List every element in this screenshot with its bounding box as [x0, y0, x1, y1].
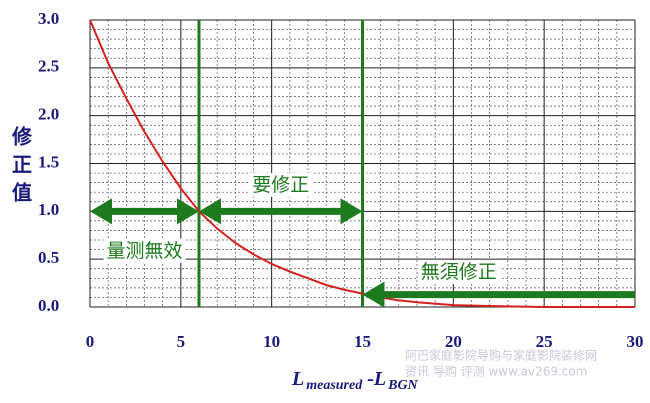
annotation: 要修正 — [252, 174, 309, 196]
arrow-head — [362, 281, 385, 308]
watermark: 资讯 导购 评测 www.av269.com — [405, 364, 587, 379]
x-tick-label: 20 — [445, 332, 462, 351]
y-axis-label: 正 — [12, 153, 32, 177]
x-tick-label: 5 — [177, 332, 186, 351]
y-tick-label: 3.0 — [38, 9, 59, 28]
annotation: 量测無效 — [106, 240, 182, 262]
annotation-bg — [103, 238, 186, 263]
x-tick-label: 30 — [627, 332, 644, 351]
x-tick-label: 10 — [263, 332, 280, 351]
x-tick-label: 15 — [354, 332, 371, 351]
y-tick-label: 0.0 — [38, 296, 59, 315]
y-tick-label: 1.0 — [38, 200, 59, 219]
x-axis-label-part: -L — [362, 368, 386, 390]
annotation: 無須修正 — [421, 261, 497, 283]
y-tick-label: 1.5 — [38, 152, 59, 171]
x-axis-label-part: BGN — [387, 378, 418, 393]
y-tick-label: 2.0 — [38, 105, 59, 124]
y-tick-label: 0.5 — [38, 248, 59, 267]
arrow-head — [199, 198, 221, 225]
y-axis-label: 值 — [12, 181, 32, 205]
arrow-head — [90, 198, 112, 225]
arrow-head — [177, 198, 199, 225]
annotation-bg — [417, 260, 500, 285]
x-axis-label-part: L — [291, 368, 304, 390]
arrow-head — [340, 198, 363, 225]
y-tick-label: 2.5 — [38, 57, 59, 76]
annotation-bg — [249, 172, 313, 197]
x-axis-label-part: measured — [306, 378, 363, 393]
x-tick-label: 0 — [86, 332, 95, 351]
y-axis-label: 修 — [11, 125, 33, 149]
x-tick-label: 25 — [536, 332, 553, 351]
curve — [89, 19, 635, 308]
watermark: 阿巴家庭影院导购与家庭影院装修网 — [405, 348, 597, 363]
